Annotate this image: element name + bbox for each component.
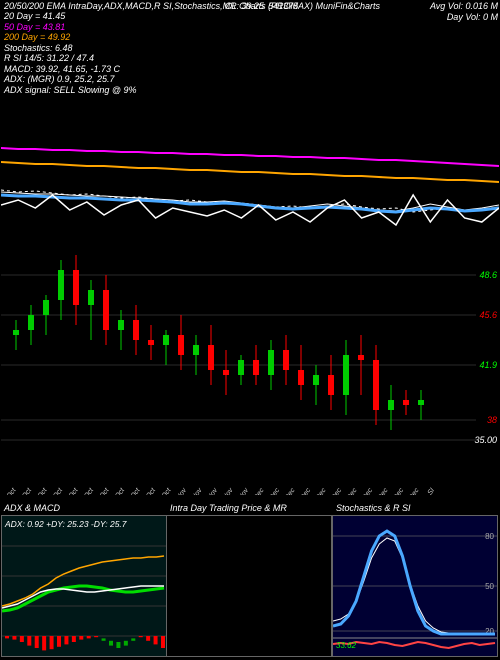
svg-text:02 Dec: 02 Dec <box>247 487 266 495</box>
svg-text:35.00: 35.00 <box>474 435 497 445</box>
svg-text:31 Dec: 31 Dec <box>402 487 421 495</box>
svg-text:17 Oct: 17 Oct <box>93 486 111 495</box>
header-line-0: 20 Day = 41.45 <box>4 11 65 21</box>
svg-text:10 Dec: 10 Dec <box>278 487 297 495</box>
svg-text:28 Oct: 28 Oct <box>139 486 158 495</box>
header-line-5: MACD: 39.92, 41.65, -1.73 C <box>4 64 120 74</box>
svg-text:48.6: 48.6 <box>479 270 497 280</box>
svg-text:18 Nov: 18 Nov <box>216 487 235 495</box>
svg-text:38: 38 <box>487 415 497 425</box>
svg-text:11 Oct: 11 Oct <box>31 486 49 495</box>
svg-text:SI: SI <box>427 487 437 495</box>
svg-text:13 Dec: 13 Dec <box>294 487 313 495</box>
pane-label-0: ADX & MACD <box>4 503 60 513</box>
svg-text:50: 50 <box>485 582 494 591</box>
pane-label-1: Intra Day Trading Price & MR <box>170 503 287 513</box>
svg-text:19 Dec: 19 Dec <box>325 487 344 495</box>
header-line-2: 200 Day = 49.92 <box>4 32 70 42</box>
svg-text:45.6: 45.6 <box>479 310 497 320</box>
ma20-line <box>1 195 499 212</box>
header-line-4: R SI 14/5: 31.22 / 47.4 <box>4 53 94 63</box>
svg-text:09 Oct: 09 Oct <box>1 486 18 495</box>
intraday-pane <box>166 515 332 657</box>
svg-text:16 Oct: 16 Oct <box>78 486 96 495</box>
svg-text:04 Nov: 04 Nov <box>170 487 189 495</box>
header-line-7: ADX signal: SELL Slowing @ 9% <box>4 85 137 95</box>
svg-text:06 Dec: 06 Dec <box>263 487 282 495</box>
pane-label-2: Stochastics & R SI <box>336 503 411 513</box>
ma50-line <box>1 148 499 166</box>
svg-text:24 Oct: 24 Oct <box>124 486 143 495</box>
svg-text:80: 80 <box>485 532 494 541</box>
svg-text:07 Nov: 07 Nov <box>185 487 204 495</box>
svg-text:33.62: 33.62 <box>336 641 357 650</box>
header-line-1: 50 Day = 43.81 <box>4 22 65 32</box>
svg-text:18 Oct: 18 Oct <box>109 486 127 495</box>
cl-label: CL: 39.25 <box>225 1 264 11</box>
svg-text:15 Oct: 15 Oct <box>62 486 80 495</box>
ma200-line <box>1 162 499 182</box>
avg-vol: Avg Vol: 0.016 M <box>430 1 498 11</box>
header-line-6: ADX: (MGR) 0.9, 25.2, 25.7 <box>4 74 115 84</box>
day-vol: Day Vol: 0 M <box>447 12 498 22</box>
adx-macd-pane: ADX: 0.92 +DY: 25.23 -DY: 25.7 <box>1 515 167 657</box>
header-line-3: Stochastics: 6.48 <box>4 43 73 53</box>
svg-text:17 Dec: 17 Dec <box>309 487 328 495</box>
svg-text:14 Oct: 14 Oct <box>47 486 65 495</box>
stoch-pane: 80502033.62 <box>332 515 498 657</box>
ma-chart <box>1 100 499 240</box>
promax-label: (PROMAX) MuniFin&Charts <box>268 1 380 11</box>
svg-text:31 Oct: 31 Oct <box>155 486 173 495</box>
svg-text:41.9: 41.9 <box>479 360 497 370</box>
svg-text:ADX: 0.92 +DY: 25.23 -DY: 25.7: ADX: 0.92 +DY: 25.23 -DY: 25.7 <box>4 519 127 529</box>
svg-text:10 Oct: 10 Oct <box>16 486 34 495</box>
svg-text:13 Nov: 13 Nov <box>201 487 220 495</box>
candle-chart: 48.6 45.6 41.9 38 35.00 09 Oct10 Oct11 Oct14 … <box>1 245 499 495</box>
